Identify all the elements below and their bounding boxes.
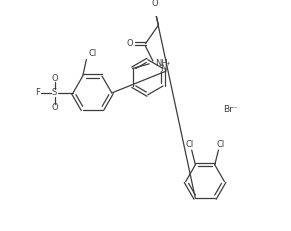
Text: Cl: Cl (88, 49, 97, 58)
Text: O: O (127, 39, 133, 48)
Text: O: O (51, 74, 58, 83)
Text: O: O (51, 103, 58, 112)
Text: Cl: Cl (216, 140, 224, 149)
Text: F: F (36, 88, 40, 97)
Text: O: O (151, 0, 158, 8)
Text: Cl: Cl (186, 140, 194, 149)
Text: N: N (160, 64, 166, 73)
Text: +: + (165, 61, 170, 66)
Text: Br⁻: Br⁻ (223, 105, 238, 114)
Text: NH: NH (155, 59, 168, 68)
Text: S: S (52, 88, 57, 97)
